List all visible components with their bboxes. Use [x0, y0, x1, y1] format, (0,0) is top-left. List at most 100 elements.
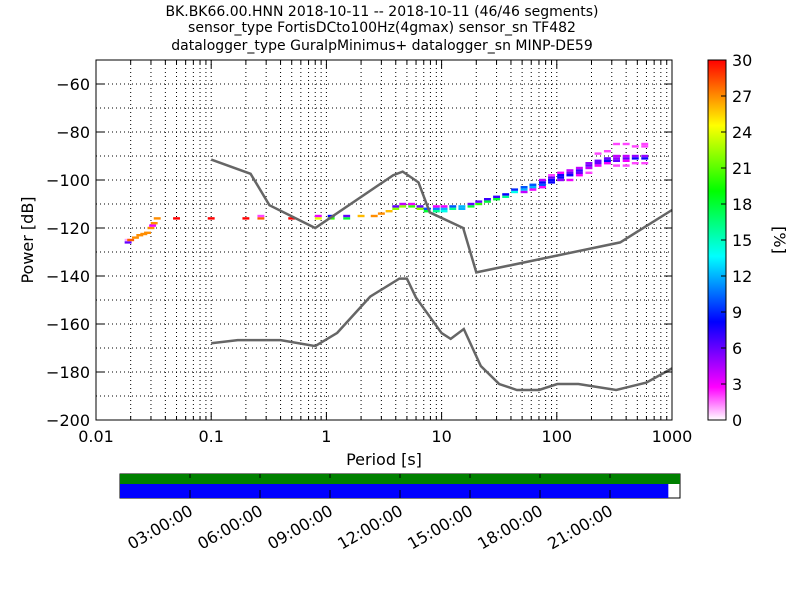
ppsd-cell — [399, 202, 407, 206]
timeline-tick-label: 18:00:00 — [474, 501, 546, 553]
data-availability-timeline: 03:00:0006:00:0009:00:0012:00:0015:00:00… — [119, 473, 681, 553]
ppsd-cell — [622, 159, 630, 162]
ppsd-cell — [149, 224, 157, 227]
plot-area — [96, 60, 672, 420]
ppsd-cell — [370, 214, 378, 218]
colorbar-tick-label: 18 — [732, 195, 752, 214]
ppsd-axes: 0.01 0.1 1 10 100 1000 −200 −180 −160 −140 −120 −10… — [18, 59, 693, 469]
colorbar-tick-label: 30 — [732, 51, 752, 70]
ppsd-cell — [343, 217, 351, 220]
plot-frame — [95, 59, 673, 421]
colorbar-tick-label: 9 — [732, 303, 742, 322]
ppsd-cell — [432, 210, 440, 213]
ppsd-cell — [257, 214, 265, 218]
title-line-3: datalogger_type GuralpMinimus+ datalogge… — [171, 38, 592, 54]
ppsd-cell — [557, 174, 565, 177]
ppsd-cell — [641, 157, 649, 160]
y-tick-label: −200 — [46, 411, 90, 430]
timeline-tick-label: 03:00:00 — [124, 501, 196, 553]
y-tick-label: −180 — [46, 363, 90, 382]
colorbar-tick-label: 3 — [732, 375, 742, 394]
ppsd-cell — [585, 171, 593, 174]
y-tick-label: −80 — [56, 123, 90, 142]
ppsd-cell — [257, 217, 265, 220]
ppsd-cell — [449, 207, 457, 210]
ppsd-cell — [631, 154, 639, 158]
ppsd-cell — [416, 205, 424, 208]
ppsd-cell — [440, 205, 448, 208]
ppsd-cell — [622, 154, 630, 158]
noise-models — [210, 158, 673, 392]
ppsd-cell — [575, 174, 583, 177]
ppsd-cell — [423, 210, 431, 213]
ppsd-cell — [399, 205, 407, 208]
ppsd-cell — [538, 178, 546, 182]
ppsd-cell — [475, 200, 483, 203]
ppsd-cell — [585, 162, 593, 165]
ppsd-cell — [458, 205, 466, 208]
ppsd-cell — [150, 222, 158, 225]
ppsd-cell — [548, 174, 555, 177]
ppsd-cell — [153, 217, 161, 220]
ppsd-cell — [207, 217, 215, 220]
ppsd-cell — [127, 238, 135, 242]
ppsd-cell — [557, 176, 565, 179]
ppsd-cell — [575, 171, 583, 174]
ppsd-cell — [603, 157, 611, 160]
ppsd-cell — [548, 178, 555, 182]
ppsd-cell — [548, 181, 555, 184]
ppsd-cell — [575, 166, 583, 170]
ppsd-cell — [483, 200, 491, 203]
ppsd-cell — [613, 164, 620, 167]
x-tick-label: 1000 — [652, 427, 693, 446]
ppsd-cell — [502, 195, 510, 198]
colorbar-tick-label: 15 — [732, 231, 752, 250]
figure-title: BK.BK66.00.HNN 2018-10-11 -- 2018-10-11 … — [165, 4, 598, 54]
ppsd-cell — [631, 157, 639, 160]
ppsd-cell — [408, 202, 416, 206]
y-tick-label: −140 — [46, 267, 90, 286]
ppsd-cell — [475, 202, 483, 206]
ppsd-cell — [548, 176, 555, 179]
ppsd-cell — [538, 181, 546, 184]
ppsd-cell — [613, 154, 620, 158]
colorbar-tick-label: 6 — [732, 339, 742, 358]
colorbar-tick-label: 0 — [732, 411, 742, 430]
ppsd-cell — [288, 217, 296, 220]
ppsd-cell — [641, 142, 649, 146]
y-tick-label: −100 — [46, 171, 90, 190]
ppsd-cell — [136, 234, 144, 237]
ppsd-cell — [140, 232, 148, 236]
ppsd-cell — [408, 205, 416, 208]
ppsd-cell — [603, 162, 611, 165]
timeline-bars — [120, 474, 680, 498]
ppsd-cell — [124, 241, 132, 244]
ppsd-cell — [131, 236, 139, 239]
timeline-tick-label: 09:00:00 — [264, 501, 336, 553]
ppsd-cell — [432, 207, 440, 210]
ppsd-cell — [520, 186, 528, 189]
ppsd-cell — [314, 214, 322, 218]
ppsd-cell — [585, 166, 593, 170]
ppsd-cell — [641, 145, 649, 148]
ppsd-cell — [594, 162, 602, 165]
ppsd-cell — [511, 190, 519, 194]
ppsd-cell — [467, 202, 475, 206]
ppsd-cell — [440, 207, 448, 210]
ppsd-cell — [529, 188, 537, 191]
timeline-tick-label: 06:00:00 — [194, 501, 266, 553]
ppsd-cell — [566, 174, 574, 177]
ppsd-cell — [594, 159, 602, 162]
ppsd-cell — [458, 207, 466, 210]
y-axis-label: Power [dB] — [18, 196, 37, 283]
ppsd-cell — [529, 186, 537, 189]
ppsd-cell — [585, 164, 593, 167]
timeline-bar-bottom — [120, 484, 669, 498]
ppsd-cell — [622, 164, 630, 167]
ppsd-cell — [622, 142, 630, 146]
y-tick-label: −60 — [56, 75, 90, 94]
title-line-1: BK.BK66.00.HNN 2018-10-11 -- 2018-10-11 … — [165, 4, 598, 20]
ppsd-cell — [520, 188, 528, 191]
ppsd-cell — [641, 162, 649, 165]
ppsd-cell — [622, 157, 630, 160]
